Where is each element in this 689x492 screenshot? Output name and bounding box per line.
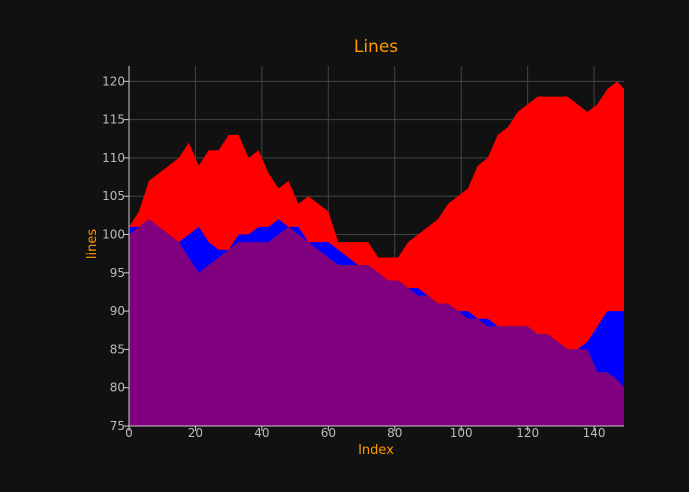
x-ticks: 0 20 40 60 80 100 120 140	[125, 426, 606, 440]
y-tick-label: 85	[110, 342, 125, 356]
x-axis-label: Index	[358, 443, 394, 458]
x-tick-label: 120	[516, 426, 539, 440]
y-tick-label: 90	[110, 304, 125, 318]
y-tick-label: 80	[110, 381, 125, 395]
y-tick-label: 105	[102, 189, 125, 203]
x-tick-label: 80	[387, 426, 402, 440]
x-tick-label: 0	[125, 426, 133, 440]
y-ticks: 75 80 85 90 95 100 105 110 115 120	[102, 74, 129, 433]
axes	[128, 66, 624, 427]
y-axis-label: lines	[85, 229, 100, 259]
x-tick-label: 20	[188, 426, 203, 440]
y-tick-label: 75	[110, 419, 125, 433]
x-tick-label: 40	[254, 426, 269, 440]
series-areas	[129, 81, 624, 426]
y-tick-label: 95	[110, 266, 125, 280]
x-tick-label: 100	[450, 426, 473, 440]
y-tick-label: 115	[102, 113, 125, 127]
y-tick-label: 110	[102, 151, 125, 165]
y-tick-label: 100	[102, 228, 125, 242]
chart-title: Lines	[354, 37, 398, 57]
y-tick-label: 120	[102, 74, 125, 88]
x-tick-label: 140	[583, 426, 606, 440]
series-area-4	[129, 219, 624, 426]
x-tick-label: 60	[321, 426, 336, 440]
